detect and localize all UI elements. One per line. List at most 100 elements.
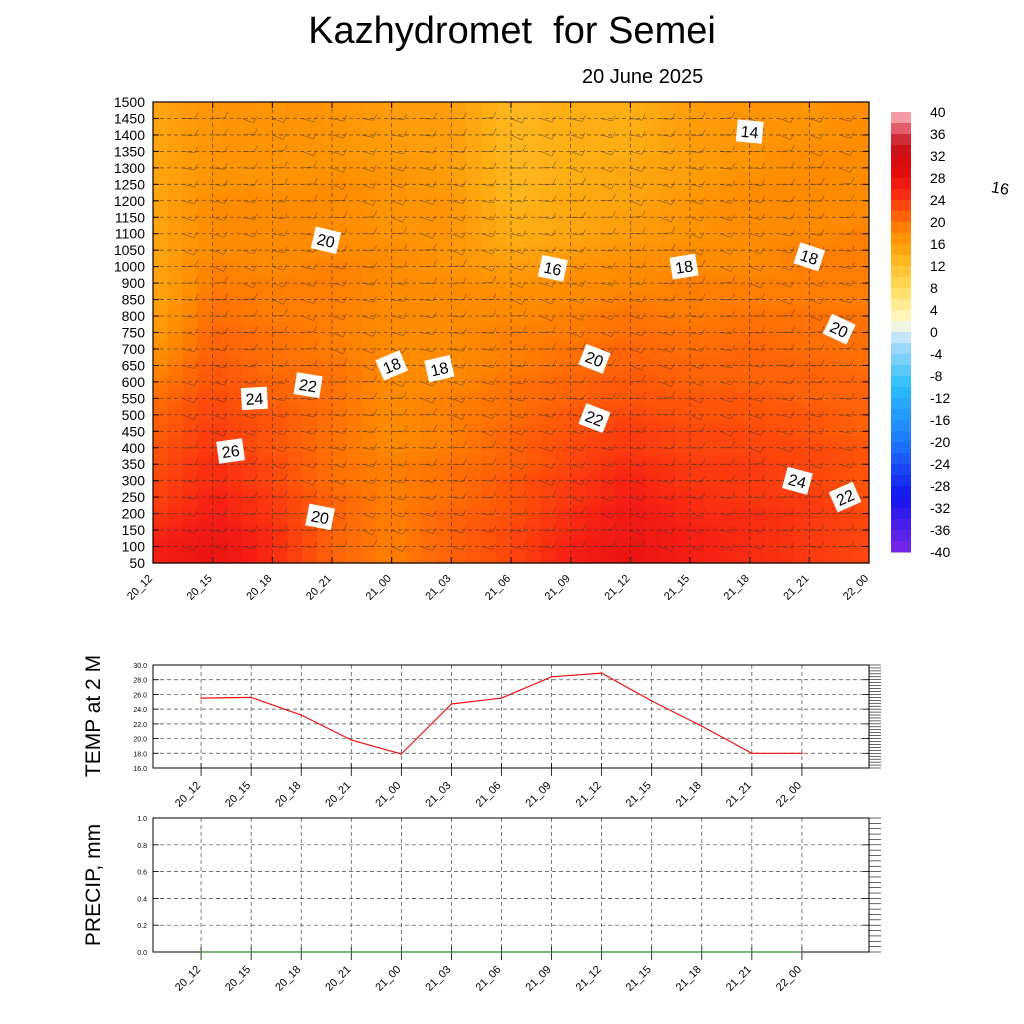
heat-cell: [212, 126, 229, 132]
heat-cell: [167, 126, 184, 132]
heat-cell: [585, 225, 602, 231]
heat-cell: [734, 241, 751, 247]
heat-cell: [376, 274, 393, 280]
heat-cell: [630, 217, 646, 222]
heat-cell: [645, 443, 661, 449]
heat-cell: [690, 299, 706, 305]
heat-cell: [525, 538, 542, 544]
heat-cell: [555, 328, 572, 334]
heat-cell: [794, 139, 810, 144]
heat-cell: [749, 451, 766, 457]
heat-cell: [317, 204, 333, 210]
heat-cell: [719, 464, 736, 469]
heat-cell: [630, 287, 646, 292]
heat-cell: [854, 546, 870, 552]
heat-cell: [555, 299, 572, 305]
heat-cell: [690, 196, 706, 202]
heat-cell: [153, 501, 169, 506]
heat-cell: [212, 110, 229, 115]
heat-cell: [272, 192, 288, 198]
heat-cell: [242, 497, 259, 502]
heat-cell: [197, 233, 214, 239]
heat-cell: [704, 505, 721, 511]
heat-cell: [481, 270, 497, 276]
heat-cell: [451, 110, 467, 115]
heat-cell: [704, 307, 721, 313]
heat-cell: [540, 357, 557, 362]
heat-cell: [361, 291, 378, 297]
heat-cell: [764, 435, 781, 441]
heat-cell: [346, 184, 363, 190]
heat-cell: [197, 126, 214, 132]
heat-cell: [511, 246, 527, 251]
heat-cell: [302, 336, 318, 342]
heat-cell: [749, 460, 766, 465]
heat-cell: [376, 488, 393, 494]
heat-cell: [317, 554, 333, 560]
heat-cell: [346, 316, 363, 321]
heat-cell: [332, 180, 348, 185]
heat-cell: [734, 493, 751, 498]
heat-cell: [794, 554, 810, 560]
heat-cell: [704, 423, 721, 428]
heat-cell: [645, 476, 661, 482]
heat-cell: [675, 283, 691, 288]
heat-cell: [525, 554, 542, 560]
heat-cell: [630, 554, 646, 560]
heat-cell: [675, 287, 691, 292]
heat-cell: [212, 106, 229, 111]
heat-cell: [779, 550, 796, 556]
heat-cell: [317, 410, 333, 416]
heat-cell: [779, 176, 796, 181]
heat-cell: [511, 427, 527, 432]
heat-cell: [555, 147, 572, 152]
heat-cell: [466, 266, 482, 272]
heat-cell: [764, 455, 781, 461]
heat-cell: [361, 139, 378, 144]
heat-cell: [421, 270, 438, 276]
heat-cell: [346, 455, 363, 461]
heat-cell: [182, 476, 199, 482]
heat-cell: [511, 554, 527, 560]
heat-cell: [690, 497, 706, 502]
heat-cell: [675, 394, 691, 399]
heat-cell: [451, 167, 467, 173]
heat-cell: [570, 237, 587, 243]
heat-cell: [451, 192, 467, 198]
heat-cell: [197, 517, 214, 523]
heat-cell: [391, 270, 408, 276]
heat-cell: [451, 225, 467, 231]
heat-cell: [749, 287, 766, 292]
heat-cell: [660, 204, 676, 210]
heat-cell: [257, 534, 273, 539]
heat-cell: [481, 151, 497, 157]
heat-cell: [466, 353, 482, 358]
heat-cell: [272, 163, 288, 169]
heat-cell: [719, 377, 736, 383]
heat-cell: [481, 291, 497, 297]
heat-cell: [675, 521, 691, 527]
heat-cell: [511, 348, 527, 354]
heat-cell: [361, 196, 378, 202]
heat-cell: [570, 484, 587, 490]
heat-cell: [630, 184, 646, 190]
heat-cell: [272, 414, 288, 420]
heat-cell: [361, 303, 378, 309]
heat-cell: [615, 340, 631, 346]
heat-cell: [496, 414, 512, 420]
heat-cell: [451, 130, 467, 136]
heat-cell: [660, 303, 676, 309]
heat-cell: [242, 246, 259, 251]
heat-cell: [257, 114, 273, 120]
heat-cell: [332, 406, 348, 412]
heat-cell: [660, 229, 676, 235]
heat-cell: [302, 139, 318, 144]
heat-cell: [540, 414, 557, 420]
heat-cell: [615, 554, 631, 560]
heat-cell: [749, 394, 766, 399]
heat-cell: [317, 171, 333, 177]
heat-cell: [704, 266, 721, 272]
heat-cell: [406, 373, 423, 379]
heat-cell: [704, 377, 721, 383]
heat-cell: [406, 147, 423, 152]
